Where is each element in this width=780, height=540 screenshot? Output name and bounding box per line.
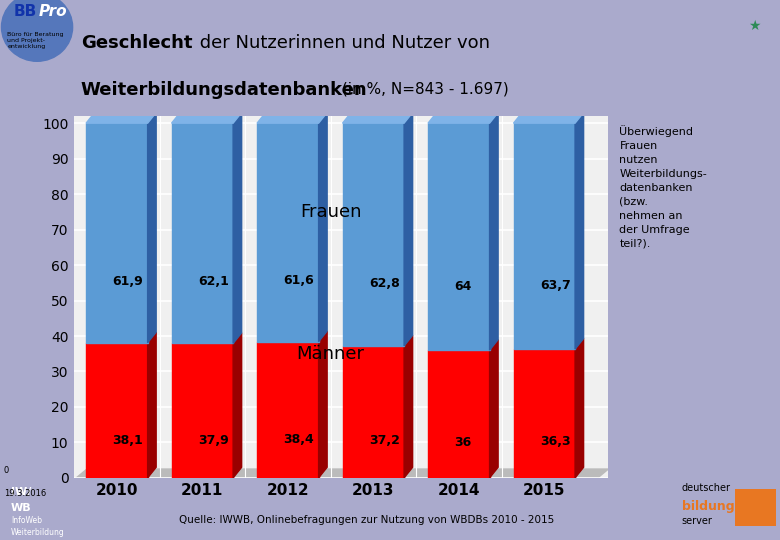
Text: IW/: IW/ [11,487,31,497]
Polygon shape [86,123,147,343]
Polygon shape [233,333,242,478]
Text: deutscher: deutscher [682,483,731,493]
Text: Weiterbildungsdatenbanken: Weiterbildungsdatenbanken [81,82,367,99]
Text: Männer: Männer [296,345,364,363]
Text: Quelle: IWWB, Onlinebefragungen zur Nutzung von WBDBs 2010 - 2015: Quelle: IWWB, Onlinebefragungen zur Nutz… [179,515,555,525]
Polygon shape [513,112,583,123]
Polygon shape [318,112,327,342]
Text: ★: ★ [748,19,760,33]
Text: Pro: Pro [38,4,67,18]
Polygon shape [172,123,233,343]
Text: 64: 64 [455,280,472,293]
Polygon shape [404,112,413,346]
Text: 36,3: 36,3 [540,435,571,448]
Polygon shape [147,112,156,343]
Text: 36: 36 [455,436,472,449]
Text: WB: WB [11,503,31,513]
Text: InfoWeb: InfoWeb [11,516,42,525]
Polygon shape [342,346,404,478]
Text: Weiterbildung: Weiterbildung [11,528,65,537]
Polygon shape [147,332,156,478]
Polygon shape [575,339,583,478]
Polygon shape [428,350,490,478]
Circle shape [2,0,73,62]
Polygon shape [342,123,404,346]
Text: BB: BB [13,4,37,18]
Text: Büro für Beratung
und Projekt-
entwicklung: Büro für Beratung und Projekt- entwicklu… [8,32,64,50]
Text: 38,1: 38,1 [112,434,144,447]
Polygon shape [257,112,327,123]
Polygon shape [257,342,318,478]
Text: 37,2: 37,2 [369,435,400,448]
Polygon shape [490,340,498,478]
Polygon shape [86,112,156,123]
Text: 38,4: 38,4 [284,433,314,446]
Text: 63,7: 63,7 [540,279,571,292]
Polygon shape [513,123,575,349]
Text: (in %, N=843 - 1.697): (in %, N=843 - 1.697) [337,82,509,97]
Text: 62,1: 62,1 [198,275,229,288]
Polygon shape [342,112,413,123]
Text: 61,6: 61,6 [284,274,314,287]
Text: 61,9: 61,9 [112,275,144,288]
Polygon shape [86,343,147,478]
Polygon shape [428,112,498,123]
Polygon shape [575,112,583,349]
Text: Überwiegend
Frauen
nutzen
Weiterbildungs-
datenbanken
(bzw.
nehmen an
der Umfrag: Überwiegend Frauen nutzen Weiterbildungs… [619,125,707,249]
Polygon shape [318,331,327,478]
Polygon shape [233,112,242,343]
FancyBboxPatch shape [735,489,776,526]
Polygon shape [428,123,490,350]
Text: Frauen: Frauen [300,203,361,221]
Polygon shape [404,335,413,478]
Polygon shape [74,469,608,480]
Text: bildungs: bildungs [682,500,742,512]
Polygon shape [490,112,498,350]
Polygon shape [172,343,233,478]
Text: Geschlecht: Geschlecht [81,33,193,52]
Text: 62,8: 62,8 [369,277,400,290]
Text: 0: 0 [4,466,9,475]
Polygon shape [172,112,242,123]
Polygon shape [257,123,318,342]
Polygon shape [513,349,575,478]
Text: server: server [682,516,713,526]
Text: der Nutzerinnen und Nutzer von: der Nutzerinnen und Nutzer von [193,33,490,52]
Text: 19.3.2016: 19.3.2016 [4,489,46,498]
Text: 37,9: 37,9 [198,434,229,447]
